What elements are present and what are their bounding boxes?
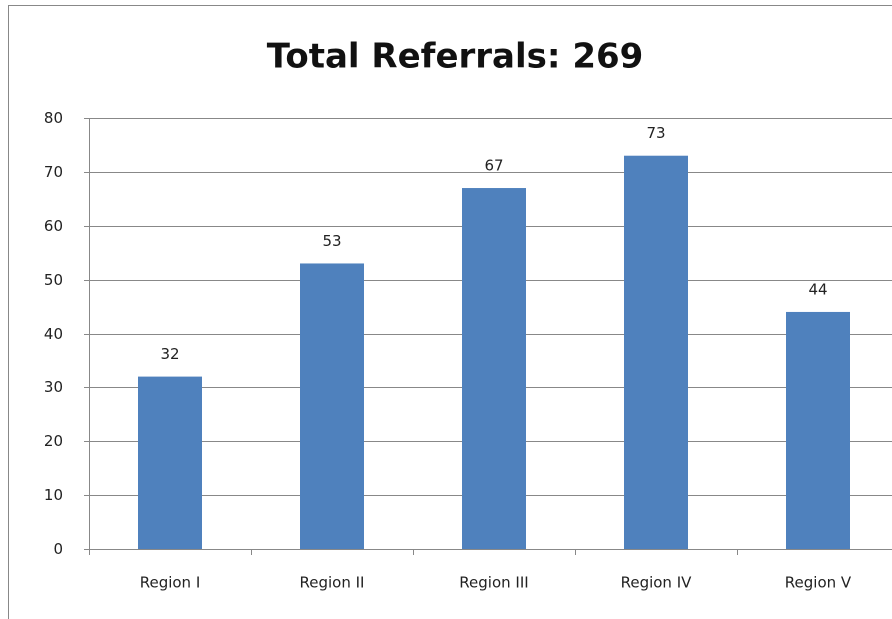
x-tick-label: Region IV (621, 574, 693, 592)
y-tick-label: 0 (53, 540, 63, 558)
bar (462, 188, 526, 549)
bar (624, 155, 688, 549)
bar (786, 311, 850, 549)
data-label: 73 (646, 124, 665, 142)
x-tick-label: Region V (785, 574, 852, 592)
x-tick-label: Region II (300, 574, 365, 592)
y-tick-label: 50 (44, 271, 63, 289)
chart-title: Total Referrals: 269 (267, 37, 644, 77)
y-tick-label: 60 (44, 217, 63, 235)
bar (138, 376, 202, 549)
data-label: 53 (322, 232, 341, 250)
y-tick-label: 80 (44, 109, 63, 127)
y-tick-label: 40 (44, 325, 63, 343)
y-tick-label: 10 (44, 486, 63, 504)
x-tick-label: Region III (459, 574, 528, 592)
data-label: 44 (808, 280, 827, 298)
data-label: 67 (484, 157, 503, 175)
y-tick-label: 70 (44, 163, 63, 181)
data-label: 32 (160, 345, 179, 363)
y-tick-label: 20 (44, 432, 63, 450)
y-tick-label: 30 (44, 378, 63, 396)
bar (300, 263, 364, 549)
x-tick-label: Region I (140, 574, 201, 592)
